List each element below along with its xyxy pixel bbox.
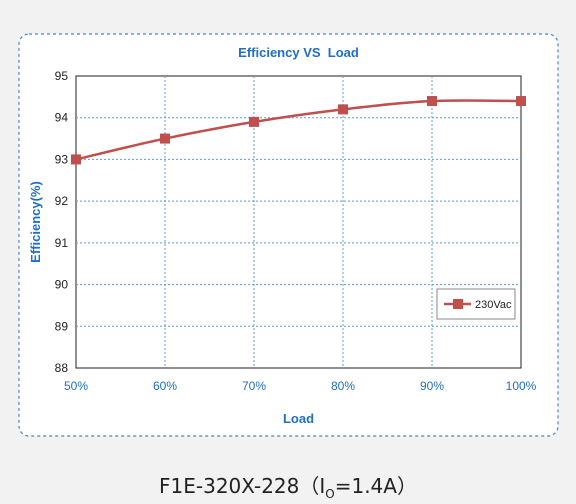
y-tick-label: 92 [55, 194, 69, 208]
y-tick-label: 89 [55, 319, 69, 333]
x-axis-label: Load [283, 411, 314, 426]
legend-swatch-marker [453, 299, 463, 309]
legend-label: 230Vac [475, 299, 512, 311]
figure-caption: F1E-320X-228（IO=1.4A） [0, 470, 576, 501]
y-tick-label: 91 [55, 236, 69, 250]
data-point-marker [71, 154, 81, 165]
y-tick-label: 88 [55, 361, 69, 375]
x-tick-label: 70% [242, 379, 266, 393]
caption-subscript: O [325, 487, 335, 501]
x-tick-label: 60% [153, 379, 177, 393]
x-tick-label: 90% [420, 379, 444, 393]
x-tick-label: 80% [331, 379, 355, 393]
chart-title: Efficiency VS Load [238, 45, 359, 60]
data-point-marker [249, 116, 259, 127]
data-point-marker [516, 96, 526, 107]
y-tick-label: 90 [55, 278, 69, 292]
data-point-marker [427, 96, 437, 107]
y-tick-label: 95 [55, 69, 69, 83]
series-line-0 [75, 99, 522, 161]
data-point-marker [338, 104, 348, 115]
caption-suffix: =1.4A） [334, 474, 417, 498]
y-tick-label: 93 [55, 152, 69, 166]
y-axis-label: Efficiency(%) [28, 181, 43, 263]
x-tick-label: 100% [506, 379, 537, 393]
caption-prefix: F1E-320X-228（I [159, 474, 326, 498]
plot-area [75, 75, 522, 369]
y-tick-label: 94 [55, 111, 69, 125]
efficiency-chart: 88 89 90 91 92 93 94 95 50% 60% 70% 80% 90% 100% Effic… [18, 33, 559, 437]
data-point-marker [160, 133, 170, 144]
x-tick-label: 50% [64, 379, 88, 393]
